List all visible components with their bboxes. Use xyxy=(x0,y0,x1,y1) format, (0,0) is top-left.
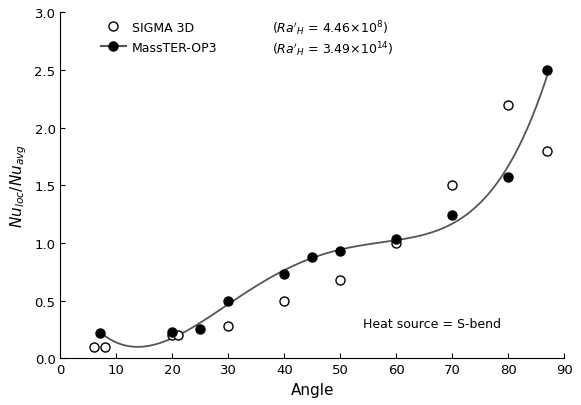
Y-axis label: $\mathit{Nu_{loc}/Nu_{avg}}$: $\mathit{Nu_{loc}/Nu_{avg}}$ xyxy=(8,144,29,228)
Text: ($Ra'_H$ = 4.46×10$^{8}$): ($Ra'_H$ = 4.46×10$^{8}$) xyxy=(272,19,388,38)
Legend: SIGMA 3D, MassTER-OP3: SIGMA 3D, MassTER-OP3 xyxy=(96,17,223,60)
Text: ($Ra'_H$ = 3.49×10$^{14}$): ($Ra'_H$ = 3.49×10$^{14}$) xyxy=(272,40,394,59)
X-axis label: Angle: Angle xyxy=(290,382,334,396)
Text: Heat source = S-bend: Heat source = S-bend xyxy=(363,318,501,330)
